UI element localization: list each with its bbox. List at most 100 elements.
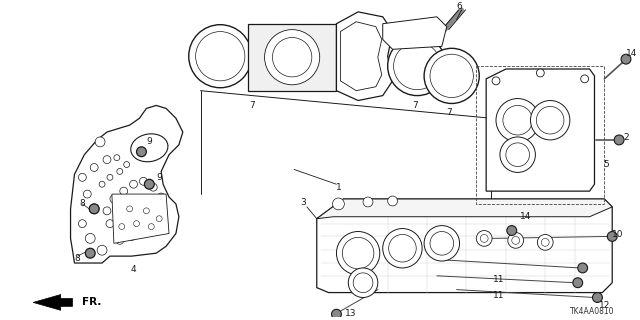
Circle shape <box>145 179 154 189</box>
Circle shape <box>95 137 105 147</box>
Circle shape <box>507 226 516 236</box>
Circle shape <box>573 278 582 288</box>
Circle shape <box>118 227 125 235</box>
Polygon shape <box>317 199 612 219</box>
Circle shape <box>388 36 447 96</box>
Circle shape <box>85 234 95 243</box>
Circle shape <box>103 207 111 215</box>
Circle shape <box>119 224 125 229</box>
Text: 7: 7 <box>412 101 418 110</box>
Circle shape <box>500 137 536 172</box>
Circle shape <box>156 216 162 222</box>
Circle shape <box>130 180 138 188</box>
Circle shape <box>538 235 553 250</box>
Circle shape <box>79 173 86 181</box>
Circle shape <box>593 292 602 302</box>
Text: 9: 9 <box>147 137 152 146</box>
Circle shape <box>578 263 588 273</box>
Circle shape <box>424 226 460 261</box>
Circle shape <box>103 156 111 164</box>
Text: 11: 11 <box>493 291 505 300</box>
Circle shape <box>614 135 624 145</box>
Bar <box>476 66 604 204</box>
Circle shape <box>148 224 154 229</box>
Circle shape <box>145 213 153 221</box>
Circle shape <box>492 77 500 85</box>
Text: 9: 9 <box>156 173 162 182</box>
Polygon shape <box>383 17 447 49</box>
Circle shape <box>394 43 441 90</box>
Circle shape <box>480 235 488 242</box>
Circle shape <box>99 181 105 187</box>
Circle shape <box>157 193 165 201</box>
Bar <box>248 24 337 91</box>
Circle shape <box>149 183 157 191</box>
Circle shape <box>496 99 540 142</box>
Circle shape <box>107 174 113 180</box>
Circle shape <box>273 37 312 77</box>
Circle shape <box>152 203 160 211</box>
Circle shape <box>424 48 479 103</box>
Text: 5: 5 <box>604 160 609 169</box>
Polygon shape <box>33 294 72 310</box>
Circle shape <box>120 187 127 195</box>
Text: 8: 8 <box>75 254 80 263</box>
Text: 14: 14 <box>520 212 531 221</box>
Text: 12: 12 <box>598 301 610 310</box>
Circle shape <box>90 164 98 172</box>
Circle shape <box>79 220 86 228</box>
Circle shape <box>476 230 492 246</box>
Circle shape <box>337 231 380 275</box>
Text: 1: 1 <box>335 183 341 192</box>
Circle shape <box>607 231 617 241</box>
Circle shape <box>580 75 589 83</box>
Circle shape <box>143 208 149 214</box>
Circle shape <box>127 233 136 240</box>
Circle shape <box>363 197 373 207</box>
Text: 7: 7 <box>446 108 452 117</box>
Circle shape <box>143 215 150 223</box>
Text: 6: 6 <box>457 3 463 12</box>
Circle shape <box>127 206 132 212</box>
Circle shape <box>388 235 416 262</box>
Circle shape <box>110 195 118 203</box>
Circle shape <box>264 30 320 85</box>
Text: 3: 3 <box>300 198 306 207</box>
Text: 10: 10 <box>612 230 624 239</box>
Text: 8: 8 <box>79 199 85 208</box>
Circle shape <box>140 177 147 185</box>
Polygon shape <box>70 106 183 263</box>
Circle shape <box>116 236 124 244</box>
Circle shape <box>512 236 520 244</box>
Circle shape <box>531 100 570 140</box>
Circle shape <box>383 228 422 268</box>
Circle shape <box>83 190 92 198</box>
Circle shape <box>388 196 397 206</box>
Ellipse shape <box>131 134 168 162</box>
Circle shape <box>430 231 454 255</box>
Circle shape <box>503 106 532 135</box>
Polygon shape <box>317 199 612 292</box>
Circle shape <box>124 162 130 167</box>
Circle shape <box>136 147 147 157</box>
Circle shape <box>196 32 245 81</box>
Circle shape <box>134 221 140 227</box>
Circle shape <box>89 204 99 214</box>
Circle shape <box>114 155 120 161</box>
Text: 13: 13 <box>344 309 356 318</box>
Circle shape <box>348 268 378 298</box>
Circle shape <box>106 220 114 228</box>
Circle shape <box>353 273 373 292</box>
Text: FR.: FR. <box>83 297 102 308</box>
Circle shape <box>536 107 564 134</box>
Circle shape <box>138 223 145 230</box>
Circle shape <box>508 233 524 248</box>
Circle shape <box>536 69 544 77</box>
Polygon shape <box>337 12 392 100</box>
Text: 4: 4 <box>131 265 136 275</box>
Polygon shape <box>340 22 381 91</box>
Circle shape <box>89 204 99 214</box>
Circle shape <box>332 309 341 319</box>
Circle shape <box>506 143 529 166</box>
Circle shape <box>189 25 252 88</box>
